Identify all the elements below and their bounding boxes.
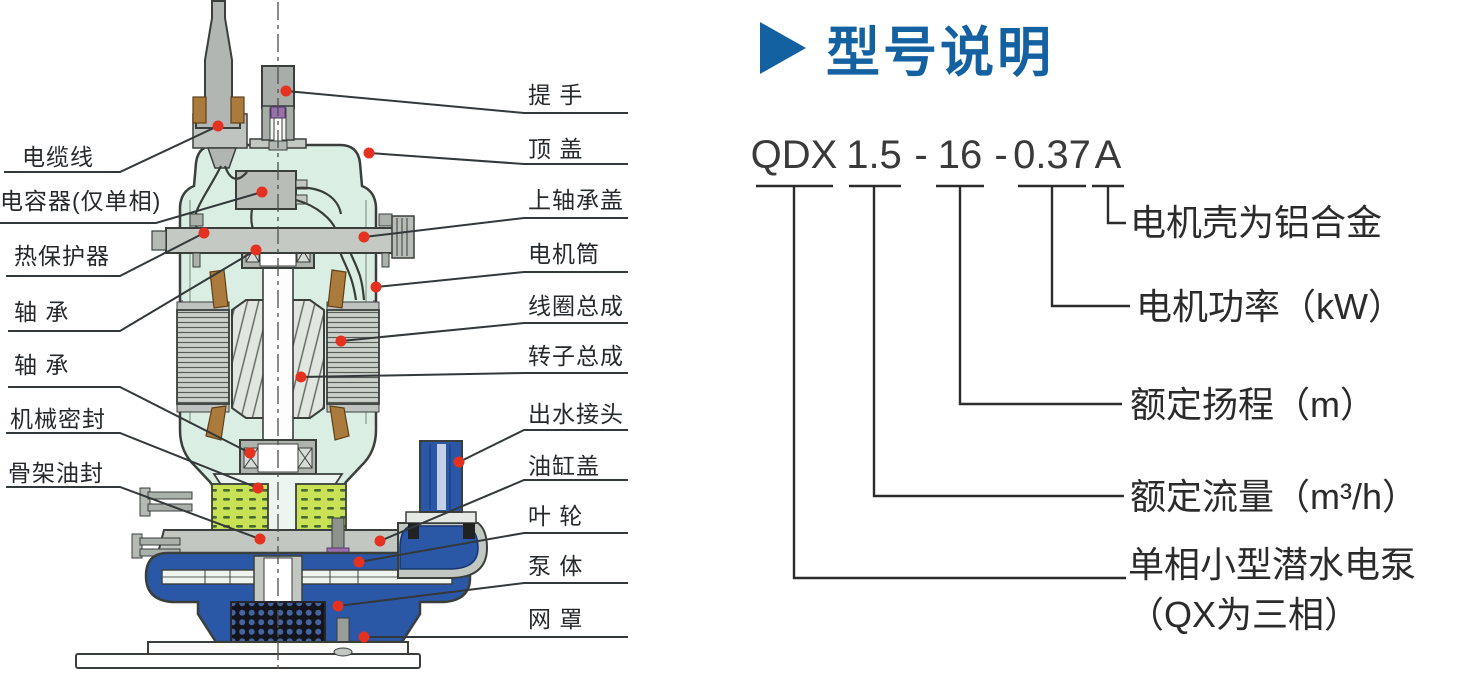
part-marker-dots (198, 85, 465, 643)
label-impeller: 叶 轮 (528, 503, 584, 529)
label-rotor-assembly: 转子总成 (528, 343, 624, 369)
label-cable: 电缆线 (22, 144, 94, 170)
model-token-material: A (1094, 133, 1122, 177)
section-title: 型号说明 (826, 23, 1054, 83)
model-token-series: QDX (750, 133, 838, 177)
model-token-sep-1: - (914, 133, 928, 177)
label-bearing-upper: 轴 承 (14, 299, 70, 325)
callout-rated-flow: 额定流量（m³/h） (1130, 476, 1419, 517)
slot-wedges (205, 269, 350, 441)
callout-motor-shell-material: 电机壳为铝合金 (1130, 202, 1383, 243)
label-outlet-connector: 出水接头 (528, 401, 624, 427)
leader-lines (0, 90, 628, 638)
model-token-power: 0.37 (1013, 133, 1091, 177)
label-handle: 提 手 (528, 82, 584, 108)
callout-pump-type-line1: 单相小型潜水电泵 (1128, 544, 1417, 585)
cable-gland (192, 0, 248, 169)
label-mechanical-seal: 机械密封 (10, 406, 106, 432)
triangle-bullet-icon (760, 21, 806, 74)
label-top-cover: 顶 盖 (528, 136, 584, 162)
model-token-head: 16 (937, 133, 983, 177)
model-token-sep-2: - (994, 133, 1008, 177)
stator-coil-assembly (176, 301, 380, 413)
motor-wires (193, 165, 366, 301)
callout-pump-type-line2: （QX为三相） (1128, 594, 1361, 635)
label-coil-assembly: 线圈总成 (528, 293, 624, 319)
label-thermal-protector: 热保护器 (14, 243, 110, 269)
label-skeleton-oil-seal: 骨架油封 (8, 460, 104, 486)
label-capacitor: 电容器(仅单相) (0, 188, 162, 214)
callout-rated-head: 额定扬程（m） (1130, 384, 1376, 425)
label-bearing-lower: 轴 承 (14, 352, 70, 378)
model-token-flow: 1.5 (846, 133, 902, 177)
model-bracket-lines (756, 184, 1130, 580)
outlet-pipe (397, 440, 489, 579)
label-oil-chamber-cover: 油缸盖 (528, 453, 600, 479)
label-motor-barrel: 电机筒 (528, 241, 600, 267)
capacitor (235, 170, 308, 210)
section-header: 型号说明 (760, 8, 1054, 87)
label-mesh-cover: 网 罩 (528, 606, 584, 632)
label-upper-bearing-cover: 上轴承盖 (528, 187, 624, 213)
callout-motor-power: 电机功率（kW） (1136, 286, 1404, 327)
label-pump-body: 泵 体 (528, 553, 584, 579)
